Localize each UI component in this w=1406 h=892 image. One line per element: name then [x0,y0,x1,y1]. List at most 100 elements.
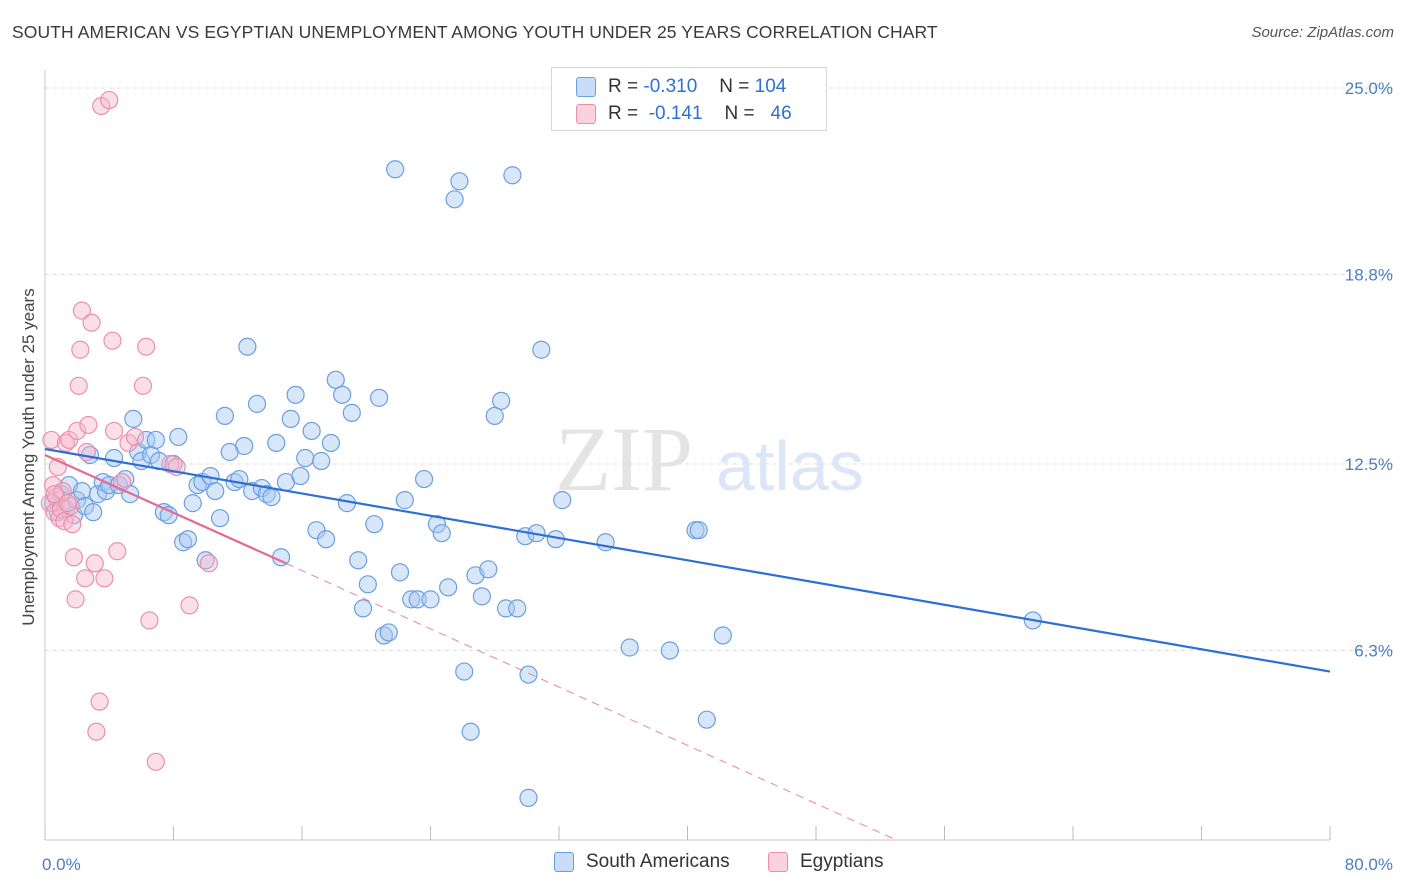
south-american-point [421,590,440,609]
legend-n-value: 104 [754,76,787,97]
south-american-point [247,394,267,413]
x-tick-label: 0.0% [42,855,81,874]
legend-n-label: N = [724,103,755,124]
south-american-point [370,388,389,407]
south-american-point [408,590,427,609]
south-american-point [713,626,732,645]
south-american-point [353,599,373,618]
south-american-point [72,481,92,501]
egyptians-points [40,90,218,771]
south-american-point [532,340,551,359]
egyptian-point [125,427,145,447]
chart-title: SOUTH AMERICAN VS EGYPTIAN UNEMPLOYMENT … [12,22,938,42]
tick-labels: 6.3% 12.5% 18.8% 25.0% 0.0% 80.0% [42,79,1393,874]
legend-r-value: -0.141 [648,103,703,124]
south-american-point [281,409,300,429]
south-american-point [312,451,331,471]
south-american-point [479,560,498,579]
legend-n-value: 46 [770,103,792,124]
south-american-point [206,481,225,501]
south-american-point [439,578,458,597]
egyptian-point [42,430,61,450]
south-american-point [326,370,345,389]
south-american-point [286,385,305,404]
y-tick-label: 25.0% [1345,79,1393,98]
legend-swatch-south-americans [576,77,596,97]
south-american-point [414,469,434,489]
legend-swatch-egyptians [576,104,596,124]
egyptian-point [66,590,85,609]
egyptian-point [76,569,95,588]
legend-r-value: -0.310 [643,76,698,97]
south-american-point [196,551,215,570]
south-american-point [379,623,398,642]
egyptian-point [72,301,92,320]
trend-lines [44,447,1331,841]
south-american-point [178,530,198,549]
bottom-legend-egyptians: Egyptians [768,851,883,873]
south-american-point [169,427,188,447]
legend-row-south-americans: R = -0.310 N = 104 [576,74,786,100]
x-tick-label: 80.0% [1345,855,1393,874]
south-american-point [365,515,384,534]
south-american-point [395,491,414,510]
south-american-point [374,626,394,645]
south-american-point [503,166,522,185]
south-american-point [485,406,504,425]
egyptian-point [64,548,84,567]
bottom-legend-swatch-south-americans [554,852,574,872]
south-american-point [296,448,315,468]
south-american-point [321,433,341,453]
south-american-point [450,172,469,191]
south-american-point [660,641,679,660]
south-american-point [174,533,193,552]
south-american-point [349,551,368,570]
bottom-legend-label-egyptians: Egyptians [800,851,884,872]
south-american-point [333,385,352,404]
egyptian-point [146,752,165,771]
south-american-point [215,406,234,425]
south-american-point [183,494,202,513]
south-american-point [492,391,511,410]
south-american-point [427,515,447,534]
source-credit: Source: ZipAtlas.com [1251,24,1394,41]
egyptian-point [85,554,104,573]
south-american-point [519,788,538,807]
egyptian-point [87,722,106,741]
south-american-point [342,403,361,422]
legend-n-label: N = [719,76,750,97]
south-american-point [358,575,377,594]
south-american-point [159,506,178,525]
stats-legend: R = -0.310 N = 104 R = -0.141 N = 46 [551,67,827,131]
trend-line-egyptians [44,453,287,565]
egyptian-point [140,611,159,630]
egyptian-point [95,569,114,588]
egyptian-point [63,515,82,534]
south-american-point [291,466,310,486]
south-american-point [146,430,165,450]
south-american-point [302,421,321,441]
egyptian-point [103,331,122,350]
south-american-point [257,485,276,504]
egyptian-point [68,421,87,441]
egyptian-point [100,90,119,110]
egyptian-point [61,497,80,516]
south-american-point [84,503,103,522]
south-american-point [461,722,480,741]
egyptian-point [56,433,75,453]
south-american-point [316,530,336,549]
south-american-point [386,160,405,179]
south-americans-points [43,160,1042,807]
south-american-point [472,587,491,606]
south-american-point [620,638,639,657]
south-american-point [455,662,474,681]
south-american-point [262,488,281,507]
south-american-point [235,436,254,456]
egyptian-point [71,340,90,359]
egyptian-point [90,692,109,711]
bottom-legend-label-south-americans: South Americans [586,851,730,872]
egyptian-point [180,596,199,615]
south-american-point [519,665,538,684]
south-american-point [390,563,410,582]
